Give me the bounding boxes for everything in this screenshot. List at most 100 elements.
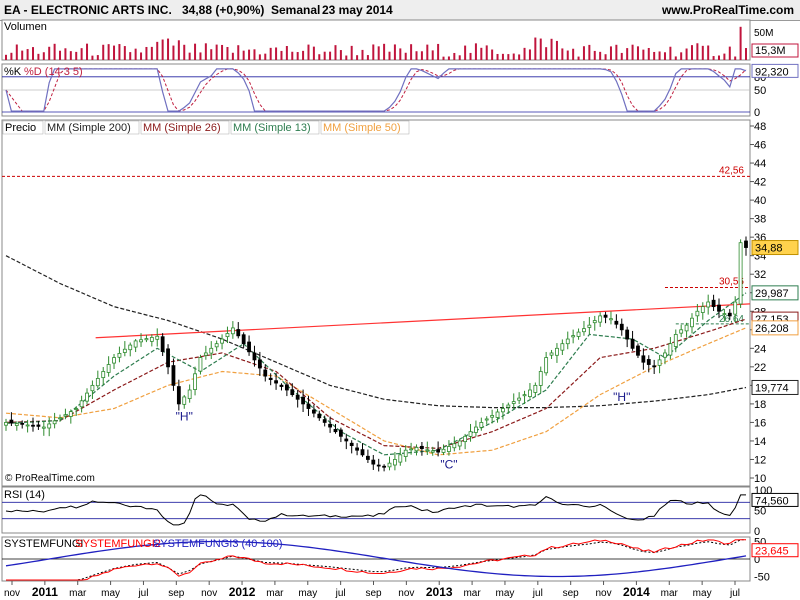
candle-body bbox=[538, 371, 543, 386]
candle-body bbox=[166, 348, 170, 368]
volume-bar bbox=[642, 49, 645, 60]
volume-bar bbox=[334, 45, 337, 60]
volume-bar bbox=[96, 55, 99, 60]
volume-bar bbox=[653, 51, 656, 60]
copyright-label: © ProRealTime.com bbox=[5, 473, 95, 484]
volume-bar bbox=[685, 48, 688, 60]
candle-body bbox=[657, 359, 662, 366]
candle-body bbox=[9, 419, 14, 424]
candle-body bbox=[441, 448, 446, 453]
candle-body bbox=[4, 422, 8, 426]
volume-bar bbox=[631, 44, 634, 60]
volume-bar bbox=[48, 46, 51, 60]
volume-bar bbox=[528, 49, 531, 60]
volume-bar bbox=[680, 52, 683, 60]
rsi-panel bbox=[1, 486, 751, 534]
volume-bar bbox=[588, 44, 591, 60]
candle-body bbox=[387, 462, 392, 468]
x-month-label: mar bbox=[266, 588, 284, 599]
volume-max-label: 50M bbox=[754, 28, 773, 39]
candle-body bbox=[230, 327, 235, 335]
volume-bar bbox=[302, 50, 305, 60]
x-month-label: may bbox=[298, 588, 317, 599]
volume-bar bbox=[555, 40, 558, 60]
volume-bar bbox=[469, 52, 472, 60]
candle-body bbox=[133, 340, 138, 348]
volume-bar bbox=[91, 55, 94, 60]
candle-body bbox=[187, 389, 192, 400]
candle-body bbox=[376, 464, 381, 467]
x-month-label: nov bbox=[398, 588, 414, 599]
candle-body bbox=[301, 396, 305, 405]
candle-body bbox=[420, 445, 424, 449]
rsi-value-label: 74,560 bbox=[755, 495, 789, 507]
price-tick-label: 24 bbox=[754, 343, 766, 355]
price-legend-4: MM (Simple 50) bbox=[323, 122, 401, 134]
volume-bar bbox=[696, 43, 699, 60]
volume-bar bbox=[669, 46, 672, 60]
candle-body bbox=[511, 401, 516, 404]
last-price-label-box bbox=[751, 240, 799, 256]
volume-bar bbox=[69, 51, 72, 60]
candle-body bbox=[609, 318, 613, 321]
low-level-label: 26,64 bbox=[719, 314, 744, 325]
system-legend-0: SYSTEMFUNGI bbox=[4, 538, 83, 550]
price-tick-label: 12 bbox=[754, 454, 766, 466]
price-legend-box bbox=[320, 120, 410, 135]
candle-body bbox=[722, 313, 727, 315]
systemfungi3-line bbox=[5, 540, 747, 578]
site-label: www.ProRealTime.com bbox=[661, 3, 794, 17]
volume-bar bbox=[118, 44, 121, 60]
volume-bar bbox=[32, 47, 35, 60]
volume-bar bbox=[172, 45, 175, 60]
candle-body bbox=[506, 404, 511, 408]
x-month-label: may bbox=[693, 588, 712, 599]
candle-body bbox=[101, 371, 106, 379]
volume-bar bbox=[15, 44, 18, 60]
candle-body bbox=[744, 240, 748, 248]
volume-bar bbox=[210, 49, 213, 60]
volume-bar bbox=[447, 56, 450, 60]
candle-body bbox=[673, 334, 678, 347]
annotation-c: "C" bbox=[440, 458, 457, 472]
volume-bar bbox=[102, 44, 105, 60]
volume-bar bbox=[107, 44, 110, 60]
x-month-label: jul bbox=[335, 588, 346, 599]
chart-header: EA - ELECTRONIC ARTS INC. 34,88 (+0,90%)… bbox=[0, 0, 800, 21]
volume-bar bbox=[599, 51, 602, 60]
candle-body bbox=[144, 338, 149, 341]
annotation-h-left: "H" bbox=[176, 410, 193, 424]
candle-body bbox=[447, 446, 451, 452]
volume-value-box bbox=[751, 43, 799, 58]
volume-bar bbox=[161, 39, 164, 60]
volume-bar bbox=[609, 46, 612, 60]
candle-body bbox=[355, 447, 359, 451]
volume-bar bbox=[453, 52, 456, 60]
price-legend-0: Precio bbox=[5, 122, 36, 134]
candle-body bbox=[495, 411, 500, 418]
candle-body bbox=[425, 449, 430, 452]
volume-bar bbox=[264, 53, 267, 60]
candle-body bbox=[522, 394, 527, 397]
candle-body bbox=[193, 373, 197, 390]
volume-bar bbox=[437, 43, 440, 60]
sma13-value-label: 29,987 bbox=[755, 288, 789, 300]
candle-body bbox=[614, 320, 619, 325]
candle-body bbox=[668, 343, 673, 356]
price-legend-3: MM (Simple 13) bbox=[233, 122, 311, 134]
volume-bar bbox=[226, 46, 229, 60]
volume-bar bbox=[745, 48, 747, 60]
volume-bar bbox=[464, 45, 467, 60]
candle-body bbox=[209, 347, 214, 354]
candle-body bbox=[544, 357, 549, 374]
candle-body bbox=[630, 338, 635, 349]
x-year-label: 2014 bbox=[623, 585, 650, 599]
x-month-label: nov bbox=[595, 588, 611, 599]
candle-body bbox=[117, 353, 122, 358]
stoch-value-label: 92,320 bbox=[755, 66, 789, 78]
price-legend-1: MM (Simple 200) bbox=[47, 122, 131, 134]
candle-body bbox=[176, 386, 181, 405]
volume-bar bbox=[10, 52, 13, 60]
volume-bar bbox=[59, 50, 62, 60]
candle-body bbox=[106, 364, 111, 373]
